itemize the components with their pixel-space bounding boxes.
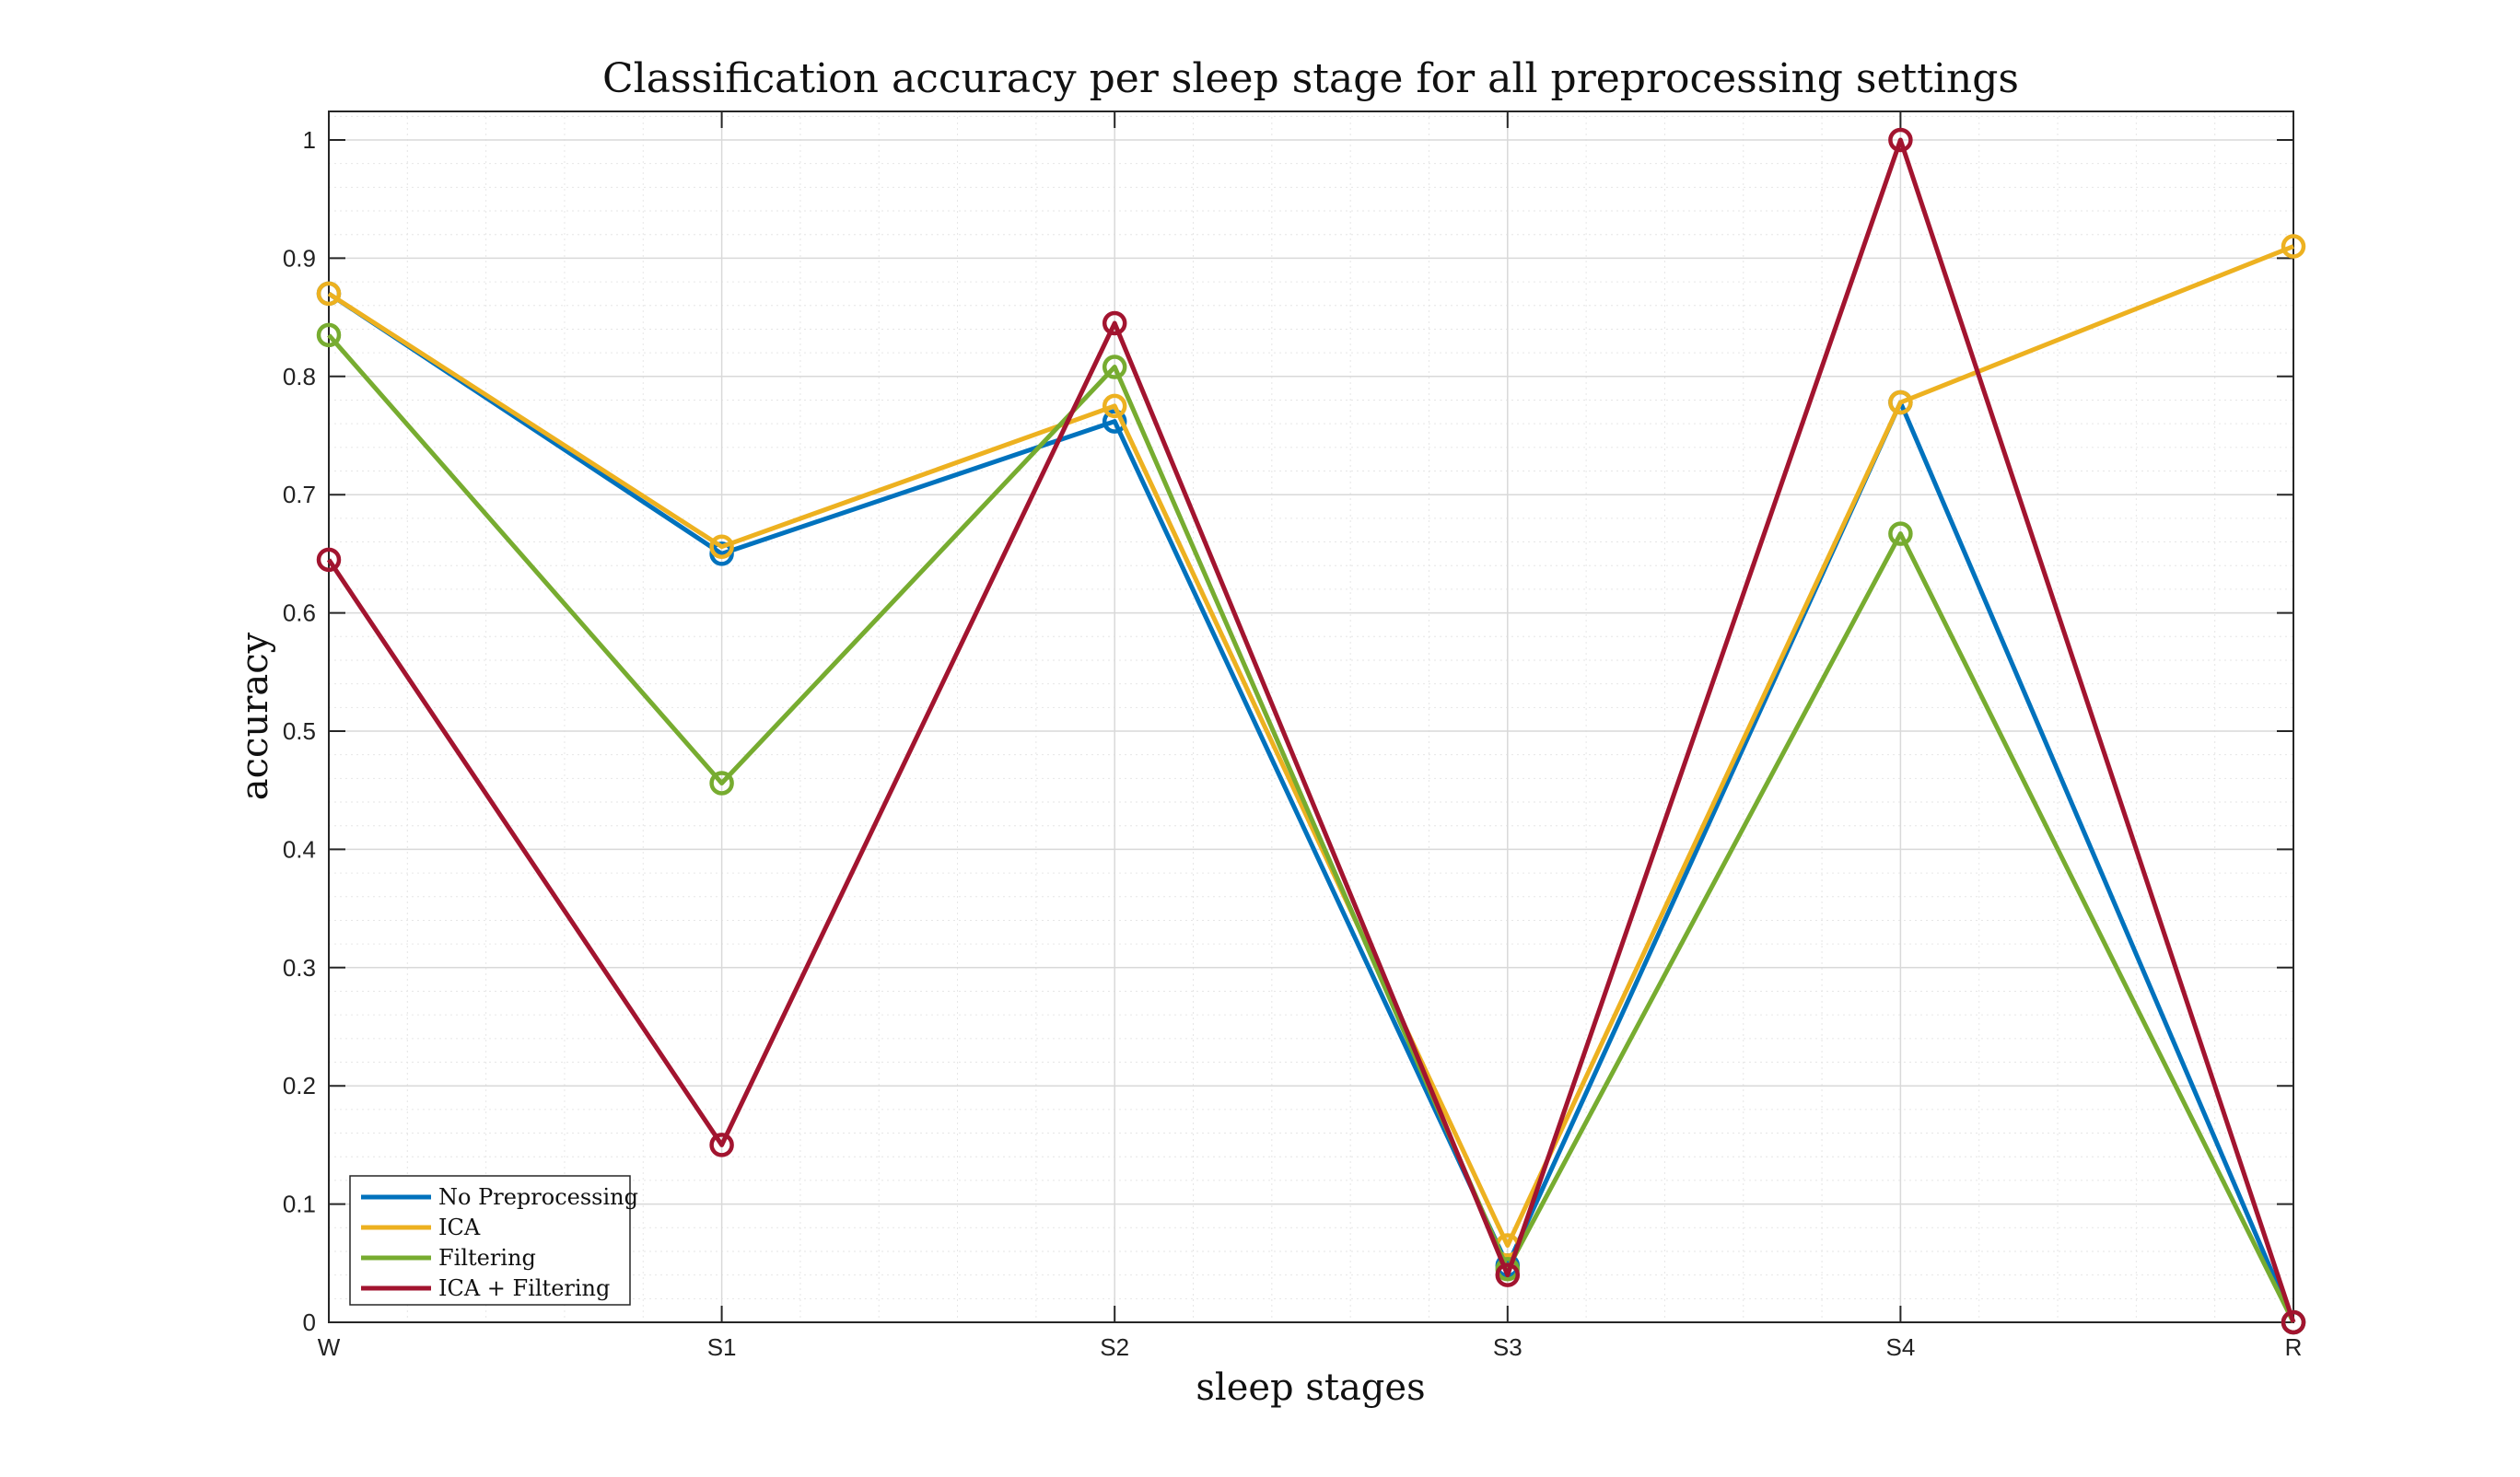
data-point-ica-filtering (2281, 1309, 2306, 1335)
y-tick-label: 0.1 (283, 1191, 316, 1218)
data-point-ica (2281, 234, 2306, 259)
x-tick-label: S2 (1100, 1333, 1129, 1361)
x-tick-label: R (2285, 1333, 2303, 1361)
data-point-ica-filtering (1102, 310, 1127, 336)
minor-grid (329, 111, 2293, 1322)
axis-ticks (328, 111, 2294, 1323)
y-tick-label: 0.8 (283, 363, 316, 390)
data-point-ica-filtering (316, 547, 342, 573)
series-line-filtering (327, 333, 2296, 1324)
y-tick-label: 0.9 (283, 244, 316, 272)
data-point-ica (709, 534, 734, 559)
plot-area (329, 111, 2293, 1322)
series-line-ica (327, 244, 2294, 1249)
data-point-ica (1102, 393, 1127, 419)
legend-label: ICA + Filtering (438, 1275, 610, 1301)
y-tick-label: 0.2 (283, 1072, 316, 1099)
data-point-filtering (709, 771, 734, 796)
data-point-filtering (316, 322, 342, 348)
data-point-no-preprocessing (709, 541, 734, 566)
y-axis-label: accuracy (234, 632, 276, 800)
x-tick-label: S4 (1885, 1333, 1915, 1361)
legend-label: Filtering (438, 1245, 536, 1271)
x-tick-label: S3 (1493, 1333, 1522, 1361)
x-tick-label: S1 (707, 1333, 737, 1361)
y-tick-label: 1 (303, 126, 316, 154)
legend: No Preprocessing ICA Filtering ICA + Filter… (349, 1175, 638, 1306)
y-tick-label: 0.6 (283, 599, 316, 627)
chart-title: Classification accuracy per sleep stage … (602, 55, 2019, 102)
legend-label: ICA (438, 1215, 481, 1240)
x-axis-label: sleep stages (1196, 1367, 1425, 1409)
legend-label: No Preprocessing (438, 1184, 638, 1210)
data-point-ica (1888, 390, 1913, 415)
data-point-filtering (1888, 521, 1913, 546)
data-point-ica-filtering (709, 1133, 734, 1157)
series-line-ica-filtering (326, 137, 2296, 1323)
series-layer (316, 127, 2306, 1335)
data-point-filtering (1102, 355, 1127, 379)
series-line-no-preprocessing (327, 291, 2296, 1323)
y-tick-label: 0.7 (283, 481, 316, 508)
tick-labels: 0 0.1 0.2 0.3 0.4 0.5 0.6 0.7 0.8 0.9 1 W S1 S2 S3 S4 R (283, 126, 2303, 1361)
x-tick-label: W (318, 1333, 341, 1361)
plot-frame (328, 110, 2294, 1323)
data-point-ica-filtering (1495, 1262, 1521, 1287)
y-tick-label: 0.3 (283, 954, 316, 982)
y-tick-label: 0.5 (283, 717, 316, 745)
data-point-ica (316, 281, 342, 307)
y-tick-label: 0.4 (283, 835, 316, 863)
data-point-ica-filtering (1888, 127, 1913, 153)
y-tick-label: 0 (303, 1308, 316, 1336)
